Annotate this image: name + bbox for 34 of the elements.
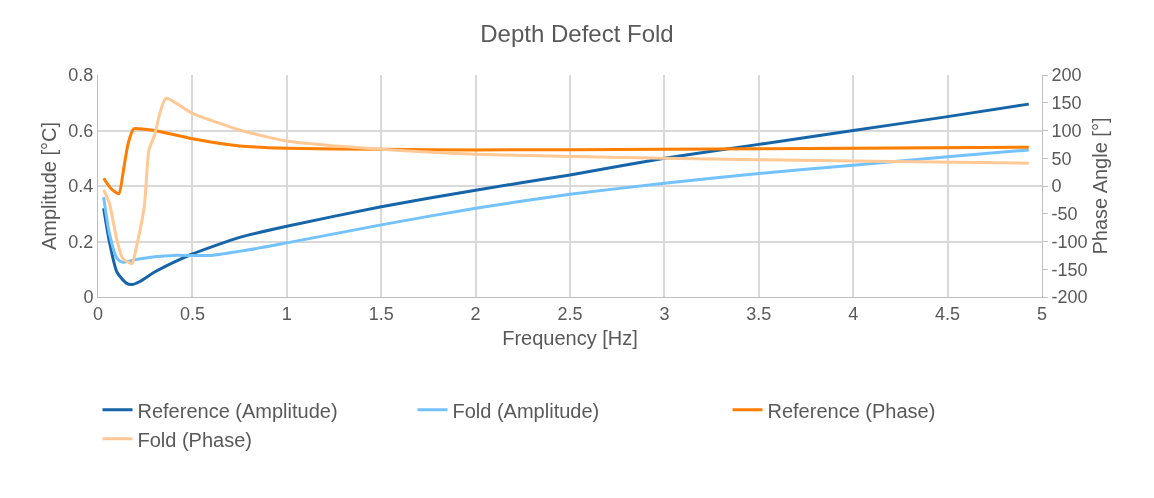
line-series bbox=[102, 148, 1031, 264]
x-tick-label: 4.5 bbox=[935, 303, 961, 324]
x-tick-label: 1 bbox=[281, 303, 292, 324]
x-tick-label: 3.5 bbox=[746, 303, 772, 324]
y-tick-label: 0.6 bbox=[68, 120, 94, 141]
y2-tick-label: -50 bbox=[1051, 204, 1078, 225]
chart-title: Depth Defect Fold bbox=[480, 19, 674, 47]
y-axis-title: Amplitude [°C] bbox=[37, 121, 60, 251]
x-tick-label: 2.5 bbox=[557, 303, 583, 324]
legend-label: Reference (Amplitude) bbox=[137, 399, 338, 422]
y2-tick-label: 50 bbox=[1051, 148, 1072, 169]
x-tick-label: 0.5 bbox=[179, 303, 205, 324]
y2-tick-label: -200 bbox=[1051, 287, 1088, 308]
x-tick-label: 1.5 bbox=[368, 303, 394, 324]
legend-label: Reference (Phase) bbox=[767, 399, 936, 422]
y2-tick-label: 200 bbox=[1051, 65, 1082, 86]
y-tick-label: 0.2 bbox=[68, 231, 94, 252]
y-tick-label: 0.8 bbox=[68, 65, 94, 86]
y2-tick-label: 150 bbox=[1051, 93, 1082, 114]
legend-label: Fold (Phase) bbox=[137, 428, 252, 451]
x-axis-title: Frequency [Hz] bbox=[502, 327, 638, 350]
y-tick-label: 0.4 bbox=[68, 176, 94, 197]
y2-tick-label: -150 bbox=[1051, 259, 1088, 280]
y2-tick-label: -100 bbox=[1051, 231, 1088, 252]
x-tick-label: 5 bbox=[1036, 303, 1048, 324]
y2-axis-title: Phase Angle [°] bbox=[1089, 117, 1112, 255]
y-tick-label: 0 bbox=[83, 287, 94, 308]
legend-label: Fold (Amplitude) bbox=[452, 399, 600, 422]
line-series bbox=[102, 127, 1031, 196]
y2-tick-label: 100 bbox=[1051, 120, 1082, 141]
x-tick-label: 2 bbox=[470, 303, 481, 324]
x-tick-label: 3 bbox=[659, 303, 670, 324]
x-tick-label: 4 bbox=[848, 303, 859, 324]
y2-tick-label: 0 bbox=[1051, 176, 1062, 197]
